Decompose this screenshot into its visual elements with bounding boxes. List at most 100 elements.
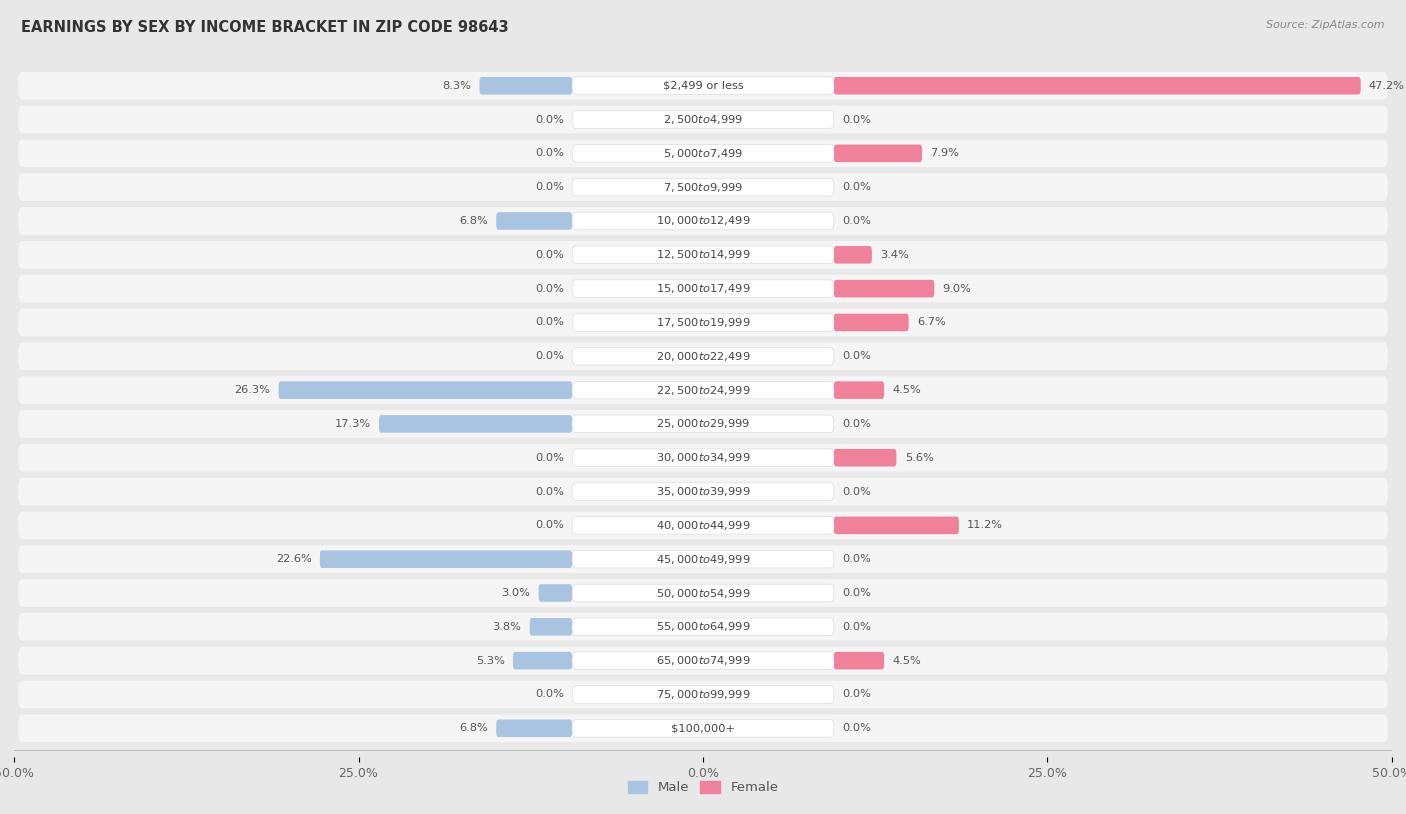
Text: 0.0%: 0.0% bbox=[534, 148, 564, 159]
Text: $22,500 to $24,999: $22,500 to $24,999 bbox=[655, 383, 751, 396]
Text: $65,000 to $74,999: $65,000 to $74,999 bbox=[655, 654, 751, 667]
FancyBboxPatch shape bbox=[479, 77, 572, 94]
Text: 0.0%: 0.0% bbox=[842, 588, 872, 598]
Text: 3.0%: 3.0% bbox=[502, 588, 530, 598]
Text: 4.5%: 4.5% bbox=[893, 655, 921, 666]
FancyBboxPatch shape bbox=[18, 376, 1388, 404]
FancyBboxPatch shape bbox=[18, 545, 1388, 573]
Text: $45,000 to $49,999: $45,000 to $49,999 bbox=[655, 553, 751, 566]
FancyBboxPatch shape bbox=[572, 280, 834, 297]
FancyBboxPatch shape bbox=[572, 77, 834, 94]
Text: $50,000 to $54,999: $50,000 to $54,999 bbox=[655, 587, 751, 599]
Text: 11.2%: 11.2% bbox=[967, 520, 1002, 531]
Text: 0.0%: 0.0% bbox=[534, 487, 564, 497]
Text: 0.0%: 0.0% bbox=[534, 182, 564, 192]
FancyBboxPatch shape bbox=[834, 313, 908, 331]
FancyBboxPatch shape bbox=[572, 449, 834, 466]
Text: 0.0%: 0.0% bbox=[534, 520, 564, 531]
Text: $30,000 to $34,999: $30,000 to $34,999 bbox=[655, 451, 751, 464]
Text: 47.2%: 47.2% bbox=[1369, 81, 1405, 90]
Text: 0.0%: 0.0% bbox=[534, 115, 564, 125]
Text: $55,000 to $64,999: $55,000 to $64,999 bbox=[655, 620, 751, 633]
FancyBboxPatch shape bbox=[321, 550, 572, 568]
FancyBboxPatch shape bbox=[834, 517, 959, 534]
FancyBboxPatch shape bbox=[18, 410, 1388, 438]
Text: $5,000 to $7,499: $5,000 to $7,499 bbox=[664, 147, 742, 160]
Text: $75,000 to $99,999: $75,000 to $99,999 bbox=[655, 688, 751, 701]
FancyBboxPatch shape bbox=[18, 343, 1388, 370]
FancyBboxPatch shape bbox=[834, 246, 872, 264]
Text: $2,499 or less: $2,499 or less bbox=[662, 81, 744, 90]
FancyBboxPatch shape bbox=[18, 241, 1388, 269]
FancyBboxPatch shape bbox=[572, 313, 834, 331]
FancyBboxPatch shape bbox=[18, 647, 1388, 675]
Text: 0.0%: 0.0% bbox=[842, 216, 872, 226]
FancyBboxPatch shape bbox=[278, 381, 572, 399]
FancyBboxPatch shape bbox=[572, 348, 834, 365]
FancyBboxPatch shape bbox=[18, 613, 1388, 641]
FancyBboxPatch shape bbox=[572, 381, 834, 399]
Text: $12,500 to $14,999: $12,500 to $14,999 bbox=[655, 248, 751, 261]
Text: $7,500 to $9,999: $7,500 to $9,999 bbox=[664, 181, 742, 194]
Text: 0.0%: 0.0% bbox=[842, 689, 872, 699]
Text: Source: ZipAtlas.com: Source: ZipAtlas.com bbox=[1267, 20, 1385, 30]
Text: $15,000 to $17,499: $15,000 to $17,499 bbox=[655, 282, 751, 295]
Text: 6.8%: 6.8% bbox=[460, 216, 488, 226]
Text: 0.0%: 0.0% bbox=[842, 622, 872, 632]
Text: EARNINGS BY SEX BY INCOME BRACKET IN ZIP CODE 98643: EARNINGS BY SEX BY INCOME BRACKET IN ZIP… bbox=[21, 20, 509, 35]
FancyBboxPatch shape bbox=[18, 207, 1388, 235]
FancyBboxPatch shape bbox=[572, 517, 834, 534]
FancyBboxPatch shape bbox=[18, 511, 1388, 539]
Text: 9.0%: 9.0% bbox=[942, 283, 972, 294]
FancyBboxPatch shape bbox=[572, 246, 834, 264]
FancyBboxPatch shape bbox=[18, 715, 1388, 742]
FancyBboxPatch shape bbox=[834, 280, 935, 297]
Legend: Male, Female: Male, Female bbox=[623, 776, 783, 799]
Text: 0.0%: 0.0% bbox=[534, 283, 564, 294]
Text: $40,000 to $44,999: $40,000 to $44,999 bbox=[655, 519, 751, 532]
FancyBboxPatch shape bbox=[572, 483, 834, 501]
Text: 6.8%: 6.8% bbox=[460, 724, 488, 733]
Text: $25,000 to $29,999: $25,000 to $29,999 bbox=[655, 418, 751, 431]
Text: 0.0%: 0.0% bbox=[534, 453, 564, 462]
Text: 8.3%: 8.3% bbox=[443, 81, 471, 90]
FancyBboxPatch shape bbox=[538, 584, 572, 602]
FancyBboxPatch shape bbox=[572, 111, 834, 129]
Text: 0.0%: 0.0% bbox=[534, 317, 564, 327]
Text: 0.0%: 0.0% bbox=[842, 724, 872, 733]
Text: $10,000 to $12,499: $10,000 to $12,499 bbox=[655, 215, 751, 227]
FancyBboxPatch shape bbox=[572, 618, 834, 636]
FancyBboxPatch shape bbox=[572, 415, 834, 433]
Text: $20,000 to $22,499: $20,000 to $22,499 bbox=[655, 350, 751, 363]
FancyBboxPatch shape bbox=[496, 212, 572, 230]
FancyBboxPatch shape bbox=[18, 478, 1388, 505]
FancyBboxPatch shape bbox=[572, 212, 834, 230]
FancyBboxPatch shape bbox=[572, 685, 834, 703]
FancyBboxPatch shape bbox=[18, 173, 1388, 201]
FancyBboxPatch shape bbox=[572, 550, 834, 568]
FancyBboxPatch shape bbox=[18, 309, 1388, 336]
FancyBboxPatch shape bbox=[834, 652, 884, 669]
Text: 3.4%: 3.4% bbox=[880, 250, 908, 260]
FancyBboxPatch shape bbox=[572, 584, 834, 602]
Text: 5.6%: 5.6% bbox=[904, 453, 934, 462]
FancyBboxPatch shape bbox=[496, 720, 572, 737]
Text: 4.5%: 4.5% bbox=[893, 385, 921, 395]
Text: $100,000+: $100,000+ bbox=[671, 724, 735, 733]
FancyBboxPatch shape bbox=[834, 449, 897, 466]
FancyBboxPatch shape bbox=[572, 145, 834, 162]
FancyBboxPatch shape bbox=[18, 579, 1388, 607]
FancyBboxPatch shape bbox=[18, 681, 1388, 708]
FancyBboxPatch shape bbox=[834, 381, 884, 399]
FancyBboxPatch shape bbox=[572, 652, 834, 669]
FancyBboxPatch shape bbox=[18, 72, 1388, 99]
FancyBboxPatch shape bbox=[18, 444, 1388, 471]
Text: 26.3%: 26.3% bbox=[235, 385, 270, 395]
Text: 0.0%: 0.0% bbox=[842, 115, 872, 125]
Text: $2,500 to $4,999: $2,500 to $4,999 bbox=[664, 113, 742, 126]
FancyBboxPatch shape bbox=[834, 77, 1361, 94]
Text: 0.0%: 0.0% bbox=[534, 250, 564, 260]
Text: $17,500 to $19,999: $17,500 to $19,999 bbox=[655, 316, 751, 329]
Text: 0.0%: 0.0% bbox=[842, 419, 872, 429]
Text: 0.0%: 0.0% bbox=[842, 352, 872, 361]
